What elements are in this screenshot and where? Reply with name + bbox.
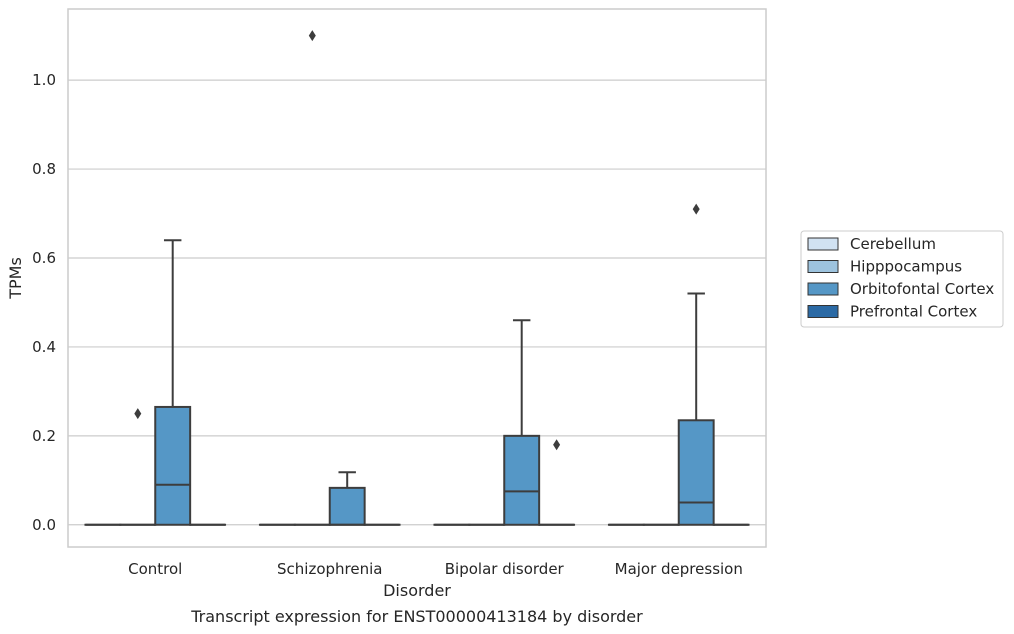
box-2-0 [154, 239, 192, 526]
legend-item: Hipppocampus [807, 258, 962, 276]
box-2-3 [677, 203, 715, 526]
y-tick-label: 0.6 [32, 249, 56, 267]
legend-label: Orbitofontal Cortex [850, 280, 994, 298]
y-tick-label: 1.0 [32, 71, 56, 89]
x-tick-label: Control [128, 560, 182, 578]
box-3-2 [538, 439, 576, 526]
y-tick-label: 0.8 [32, 160, 56, 178]
legend-label: Hipppocampus [850, 258, 962, 276]
chart-caption: Transcript expression for ENST0000041318… [190, 607, 643, 626]
box-body [328, 486, 366, 526]
x-axis-title: Disorder [383, 581, 451, 600]
outlier-point [308, 30, 316, 42]
box-body [503, 434, 541, 526]
box-body [154, 405, 192, 526]
box-1-0 [119, 408, 157, 526]
box-2-2 [503, 319, 541, 526]
outlier-point [553, 439, 561, 451]
boxes [84, 30, 750, 526]
box-1-1 [293, 30, 331, 526]
legend: Cerebellum Hipppocampus Orbitofontal Corte… [800, 230, 1004, 328]
plot-frame [67, 8, 767, 548]
legend-item: Orbitofontal Cortex [807, 280, 994, 298]
y-tick-label: 0.0 [32, 516, 56, 534]
y-tick-label: 0.2 [32, 427, 56, 445]
legend-swatch [807, 260, 839, 273]
x-axis-ticks: Control Schizophrenia Bipolar disorder Majo… [128, 560, 743, 578]
outlier-point [134, 408, 142, 420]
outlier-point [692, 203, 700, 215]
legend-swatch [807, 237, 839, 251]
y-tick-label: 0.4 [32, 338, 56, 356]
y-axis-title: TPMs [6, 257, 25, 300]
legend-label: Cerebellum [850, 235, 936, 253]
x-tick-label: Schizophrenia [277, 560, 382, 578]
legend-item: Cerebellum [807, 235, 936, 253]
x-tick-label: Major depression [615, 560, 743, 578]
legend-item: Prefrontal Cortex [807, 303, 977, 321]
legend-swatch [807, 282, 839, 296]
box-body [677, 419, 715, 526]
legend-frame [800, 230, 1004, 328]
y-axis-ticks: 0.0 0.2 0.4 0.6 0.8 1.0 [32, 71, 56, 534]
box-2-1 [328, 471, 366, 526]
legend-label: Prefrontal Cortex [850, 303, 977, 321]
legend-swatch [807, 305, 839, 318]
x-tick-label: Bipolar disorder [445, 560, 565, 578]
